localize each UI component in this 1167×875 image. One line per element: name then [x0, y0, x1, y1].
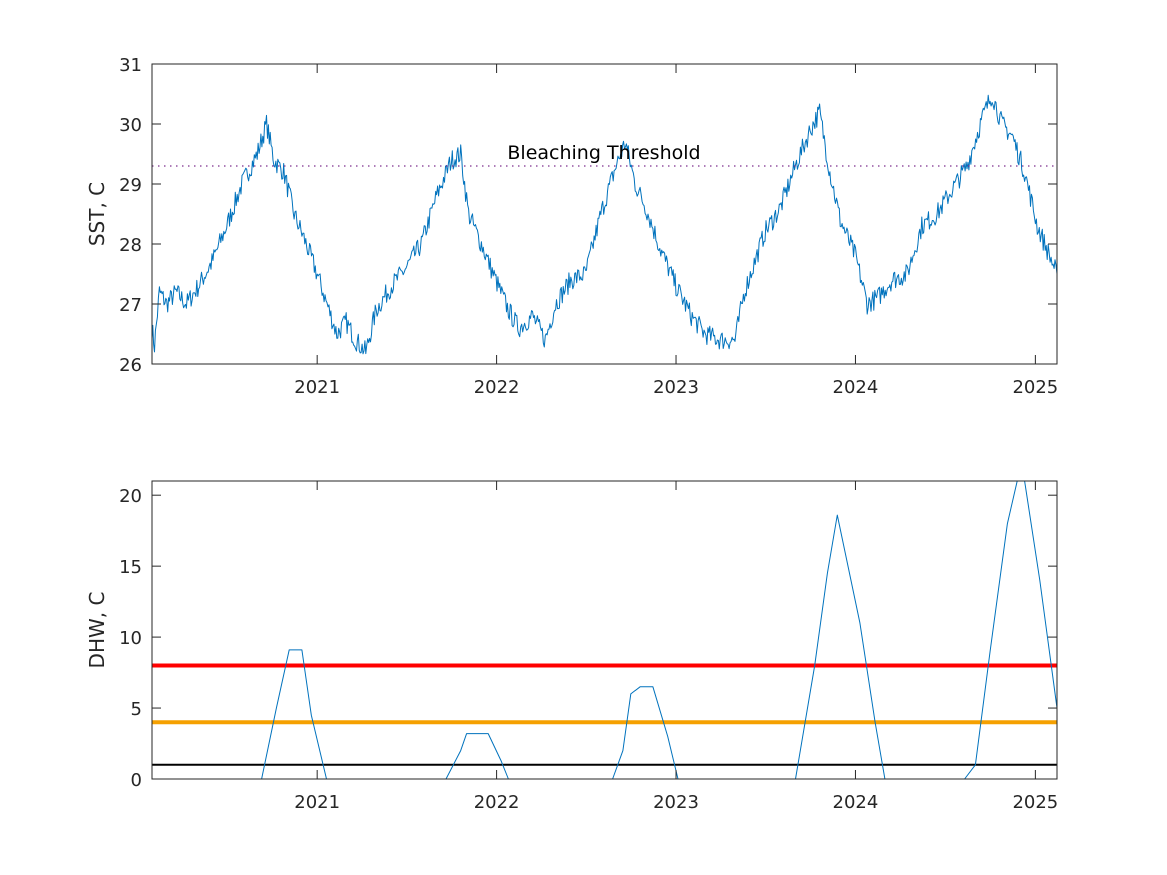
- dhw-series-layer: [152, 480, 1058, 780]
- dhw-x-tick-label: 2024: [833, 792, 879, 813]
- sst-y-tick-label: 27: [119, 295, 142, 316]
- sst-plot-area: [152, 64, 1057, 364]
- dhw-threshold-layer: [152, 663, 1057, 766]
- dhw-y-tick-label: 0: [131, 770, 142, 791]
- sst-threshold-layer: Bleaching Threshold: [152, 142, 1057, 167]
- dhw-x-tick-label: 2025: [1012, 792, 1058, 813]
- dhw-y-axis-label: DHW, C: [85, 592, 109, 669]
- sst-y-tick-label: 28: [119, 235, 142, 256]
- sst-x-tick-label: 2025: [1012, 377, 1058, 398]
- dhw-ticks: 2021 2022 2023 2024 2025 0 5 10 15 20: [119, 481, 1058, 813]
- dhw-y-tick-label: 15: [119, 557, 142, 578]
- bleaching-threshold-label: Bleaching Threshold: [507, 142, 700, 164]
- sst-y-axis-label: SST, C: [85, 182, 109, 246]
- sst-series-line-0: [151, 94, 1058, 355]
- sst-y-tick-label: 30: [119, 115, 142, 136]
- sst-y-tick-label: 31: [119, 55, 142, 76]
- sst-ticks: 2021 2022 2023 2024 2025 26 27 28 29 30 31: [119, 55, 1058, 398]
- dhw-axes-box: [151, 480, 1058, 780]
- sst-x-tick-label: 2023: [653, 377, 699, 398]
- dhw-y-tick-label: 5: [131, 699, 142, 720]
- dhw-plot-area: [152, 481, 1057, 779]
- sst-x-tick-label: 2024: [833, 377, 879, 398]
- dhw-y-tick-label: 20: [119, 486, 142, 507]
- sst-panel: Bleaching Threshold 2021 2022 2023 2024 2025…: [85, 55, 1058, 398]
- sst-axes-box: [151, 63, 1058, 365]
- sst-series-layer: [151, 94, 1058, 355]
- dhw-x-tick-label: 2023: [653, 792, 699, 813]
- sst-x-tick-label: 2021: [294, 377, 340, 398]
- dhw-series-line-0: [152, 480, 1058, 780]
- dhw-x-tick-label: 2021: [294, 792, 340, 813]
- sst-y-tick-label: 29: [119, 175, 142, 196]
- dhw-panel: 2021 2022 2023 2024 2025 0 5 10 15 20 DHW, C: [85, 480, 1058, 813]
- dhw-y-tick-label: 10: [119, 628, 142, 649]
- sst-y-tick-label: 26: [119, 355, 142, 376]
- sst-x-tick-label: 2022: [474, 377, 520, 398]
- dhw-x-tick-label: 2022: [474, 792, 520, 813]
